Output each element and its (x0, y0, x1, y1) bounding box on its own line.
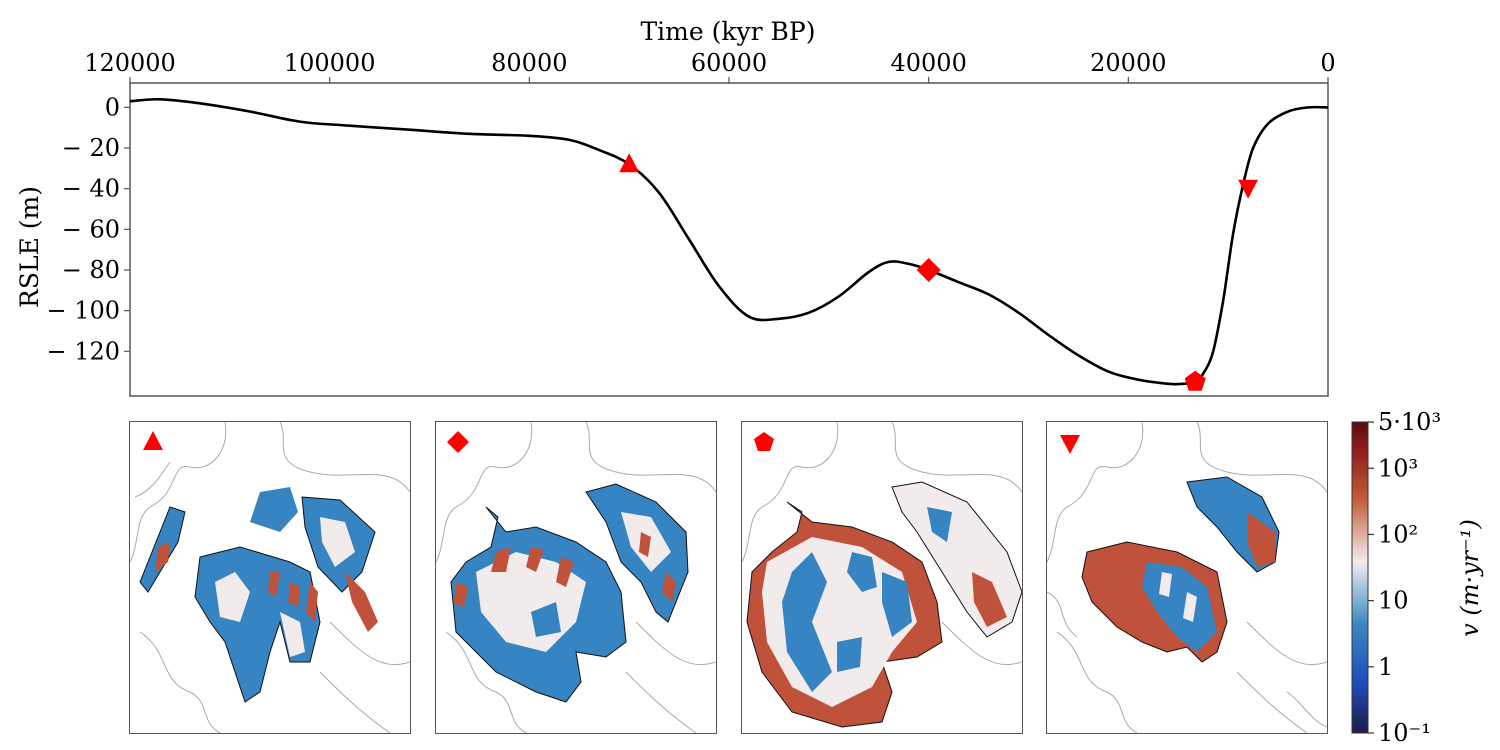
colorbar-tick-label: 5·10³ (1378, 408, 1441, 436)
y-tick-label: 0 (105, 93, 120, 121)
x-tick-label: 120000 (84, 49, 176, 77)
panel-marker-triangle-up (143, 431, 163, 450)
y-tick-label: − 40 (62, 175, 120, 203)
ice-velocity-map (1047, 422, 1327, 733)
panel-marker-triangle-down (1060, 435, 1080, 454)
ice-sheet (746, 481, 1022, 728)
marker-triangle-up (619, 153, 640, 173)
coastline (742, 422, 1022, 666)
coastline (130, 422, 410, 733)
map-panel-diamond (435, 421, 717, 734)
series-layer (129, 97, 1329, 386)
colorbar-tick-label: 10³ (1378, 454, 1418, 482)
ice-velocity-map (130, 422, 410, 733)
map-panel-pentagon (741, 421, 1023, 734)
y-axis-label: RSLE (m) (15, 186, 44, 308)
x-axis-label: Time (kyr BP) (641, 17, 816, 46)
colorbar-tick-label: 1 (1378, 653, 1393, 681)
y-ticks: 0 − 20 − 40 − 60 − 80 − 100 − 120 (46, 93, 130, 365)
colorbar-label: v (m·yr⁻¹) (1456, 519, 1484, 637)
y-tick-label: − 20 (62, 134, 120, 162)
y-tick-label: − 120 (46, 337, 120, 365)
ice-sheet (1081, 476, 1280, 663)
colorbar-tick-label: 10⁻¹ (1378, 719, 1431, 747)
sea-level-curve (129, 97, 1329, 386)
x-tick-label: 60000 (691, 49, 767, 77)
coastline (436, 422, 716, 733)
x-tick-label: 100000 (284, 49, 376, 77)
colorbar-gradient (1351, 421, 1369, 734)
ice-velocity-map (436, 422, 716, 733)
marker-diamond (916, 258, 941, 282)
marker-pentagon (1184, 370, 1206, 391)
x-tick-label: 80000 (491, 49, 567, 77)
y-tick-label: − 100 (46, 297, 120, 325)
x-tick-label: 40000 (890, 49, 966, 77)
plot-frame (129, 82, 1329, 397)
colorbar-ticks: 5·10³ 10³ 10² 10 1 10⁻¹ (1368, 408, 1441, 747)
ice-sheet (450, 483, 689, 703)
x-ticks: 120000 100000 80000 60000 40000 20000 0 (84, 49, 1336, 83)
x-tick-label: 0 (1320, 49, 1335, 77)
ice-sheet (139, 487, 378, 703)
colorbar: 5·10³ 10³ 10² 10 1 10⁻¹ v (m·yr⁻¹) (1351, 408, 1484, 747)
y-tick-label: − 60 (62, 215, 120, 243)
colorbar-tick-label: 10² (1378, 520, 1418, 548)
colorbar-tick-label: 10 (1378, 587, 1409, 615)
ice-velocity-map (742, 422, 1022, 728)
panel-marker-diamond (447, 431, 469, 453)
marker-layer (619, 153, 1259, 391)
sea-level-axes: Time (kyr BP) 120000 100000 80000 60000 4000… (15, 17, 1336, 397)
map-panel-triangle (129, 421, 411, 734)
coastline (1047, 422, 1327, 733)
panel-marker-pentagon (754, 432, 774, 451)
x-tick-label: 20000 (1090, 49, 1166, 77)
marker-triangle-down (1238, 179, 1259, 199)
y-tick-label: − 80 (62, 256, 120, 284)
map-panel-inverted-triangle (1046, 421, 1328, 734)
